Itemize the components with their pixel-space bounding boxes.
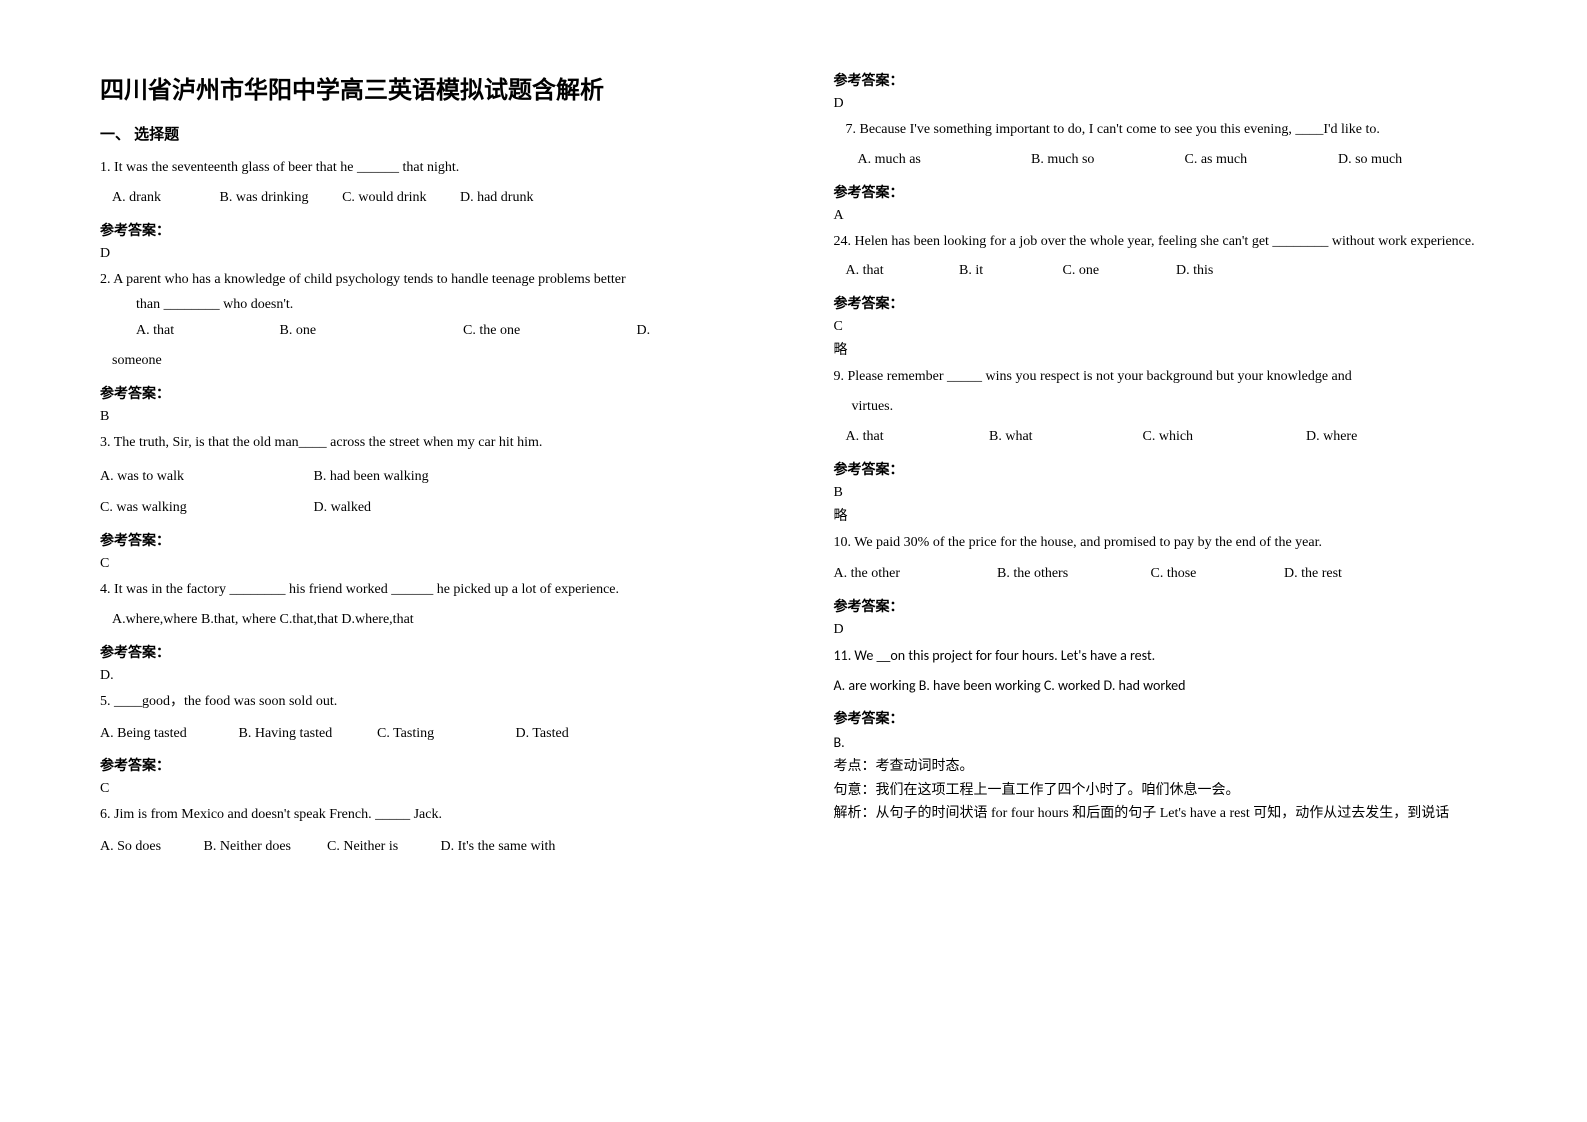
- q7-opt-b: B. much so: [1031, 148, 1181, 172]
- q2-answer: B: [100, 409, 734, 425]
- q2-stem: 2. A parent who has a knowledge of child…: [100, 268, 734, 292]
- ans-label: 参考答案：: [834, 182, 1508, 202]
- q6-stem: 6. Jim is from Mexico and doesn't speak …: [100, 803, 734, 827]
- q9-opt-a: A. that: [846, 425, 986, 449]
- q9-opt-c: C. which: [1143, 425, 1303, 449]
- q9-opt-b: B. what: [989, 425, 1139, 449]
- q3-stem: 3. The truth, Sir, is that the old man__…: [100, 431, 734, 455]
- q3-opt-a: A. was to walk: [100, 465, 310, 489]
- ans-label: 参考答案：: [100, 220, 734, 240]
- ans-label: 参考答案：: [834, 70, 1508, 90]
- q9-stem: 9. Please remember _____ wins you respec…: [834, 365, 1508, 389]
- q24-opt-d: D. this: [1176, 263, 1213, 278]
- q4-answer: D.: [100, 668, 734, 684]
- q10-answer: D: [834, 622, 1508, 638]
- q6-opt-c: C. Neither is: [327, 835, 437, 859]
- q1-opt-d: D. had drunk: [460, 190, 534, 205]
- q1-opt-b: B. was drinking: [220, 186, 309, 210]
- q24-options: A. that B. it C. one D. this: [846, 259, 1508, 283]
- q5-opt-c: C. Tasting: [377, 722, 512, 746]
- q11-juyi: 句意：我们在这项工程上一直工作了四个小时了。咱们休息一会。: [834, 779, 1508, 803]
- q9-answer: B: [834, 485, 1508, 501]
- section-header-choice: 一、 选择题: [100, 123, 734, 144]
- q11-stem: 11. We __on this project for four hours.…: [834, 644, 1508, 668]
- q2-opt-b: B. one: [280, 319, 460, 343]
- ans-label: 参考答案：: [100, 383, 734, 403]
- q24-answer: C: [834, 319, 1508, 335]
- q24-opt-c: C. one: [1063, 259, 1173, 283]
- ans-label: 参考答案：: [834, 293, 1508, 313]
- q6-answer: D: [834, 96, 1508, 112]
- q11-options: A. are working B. have been working C. w…: [834, 674, 1508, 698]
- ans-label: 参考答案：: [100, 755, 734, 775]
- q1-options: A. drank B. was drinking C. would drink …: [112, 186, 734, 210]
- q6-options: A. So does B. Neither does C. Neither is…: [100, 835, 734, 859]
- ans-label: 参考答案：: [834, 708, 1508, 728]
- q5-opt-d: D. Tasted: [516, 726, 569, 741]
- q3-row1: A. was to walk B. had been walking: [100, 465, 734, 489]
- q24-opt-b: B. it: [959, 259, 1059, 283]
- q24-opt-a: A. that: [846, 259, 956, 283]
- left-column: 四川省泸州市华阳中学高三英语模拟试题含解析 一、 选择题 1. It was t…: [0, 0, 794, 1122]
- q2-opt-d2: someone: [100, 349, 734, 373]
- q1-answer: D: [100, 246, 734, 262]
- q24-stem: 24. Helen has been looking for a job ove…: [834, 230, 1508, 254]
- q11-kaodian: 考点：考查动词时态。: [834, 755, 1508, 779]
- q6-opt-a: A. So does: [100, 835, 200, 859]
- q24-note: 略: [834, 339, 1508, 359]
- q10-opt-a: A. the other: [834, 562, 994, 586]
- q4-stem: 4. It was in the factory ________ his fr…: [100, 578, 734, 602]
- q9-note: 略: [834, 505, 1508, 525]
- q11-answer: B.: [834, 734, 1508, 751]
- q2-opt-c: C. the one: [463, 319, 633, 343]
- q1-stem: 1. It was the seventeenth glass of beer …: [100, 156, 734, 180]
- ans-label: 参考答案：: [100, 642, 734, 662]
- q5-opt-a: A. Being tasted: [100, 722, 235, 746]
- ans-label: 参考答案：: [834, 459, 1508, 479]
- q3-row2: C. was walking D. walked: [100, 496, 734, 520]
- q5-options: A. Being tasted B. Having tasted C. Tast…: [100, 722, 734, 746]
- q7-options: A. much as B. much so C. as much D. so m…: [846, 148, 1508, 172]
- q10-opt-b: B. the others: [997, 562, 1147, 586]
- q3-opt-c: C. was walking: [100, 496, 310, 520]
- page-title: 四川省泸州市华阳中学高三英语模拟试题含解析: [100, 70, 734, 105]
- q9-stem2: virtues.: [834, 395, 1508, 419]
- q2-stem2: than ________ who doesn't.: [100, 293, 734, 317]
- ans-label: 参考答案：: [100, 530, 734, 550]
- q11-jiexi: 解析：从句子的时间状语 for four hours 和后面的句子 Let's …: [834, 802, 1508, 826]
- q3-opt-b: B. had been walking: [314, 469, 429, 484]
- q10-opt-d: D. the rest: [1284, 566, 1342, 581]
- q7-opt-d: D. so much: [1338, 152, 1402, 167]
- q4-options: A.where,where B.that, where C.that,that …: [112, 608, 734, 632]
- q9-options: A. that B. what C. which D. where: [846, 425, 1508, 449]
- q10-opt-c: C. those: [1151, 562, 1281, 586]
- right-column: 参考答案： D 7. Because I've something import…: [794, 0, 1587, 1122]
- q5-stem: 5. ____good，the food was soon sold out.: [100, 690, 734, 714]
- q10-stem: 10. We paid 30% of the price for the hou…: [834, 531, 1508, 555]
- q10-options: A. the other B. the others C. those D. t…: [834, 562, 1508, 586]
- q5-answer: C: [100, 781, 734, 797]
- q1-opt-a: A. drank: [112, 186, 161, 210]
- q7-opt-a: A. much as: [858, 148, 1028, 172]
- q7-answer: A: [834, 208, 1508, 224]
- q5-opt-b: B. Having tasted: [239, 722, 374, 746]
- q7-opt-c: C. as much: [1185, 148, 1335, 172]
- q1-opt-c: C. would drink: [342, 186, 426, 210]
- q2-opt-a: A. that: [136, 319, 276, 343]
- q6-opt-b: B. Neither does: [204, 835, 324, 859]
- q7-stem: 7. Because I've something important to d…: [834, 118, 1508, 142]
- q3-opt-d: D. walked: [314, 500, 372, 515]
- q3-answer: C: [100, 556, 734, 572]
- q2-options: A. that B. one C. the one D.: [100, 319, 734, 343]
- q2-opt-d: D.: [637, 323, 651, 338]
- ans-label: 参考答案：: [834, 596, 1508, 616]
- q6-opt-d: D. It's the same with: [441, 839, 556, 854]
- q9-opt-d: D. where: [1306, 429, 1357, 444]
